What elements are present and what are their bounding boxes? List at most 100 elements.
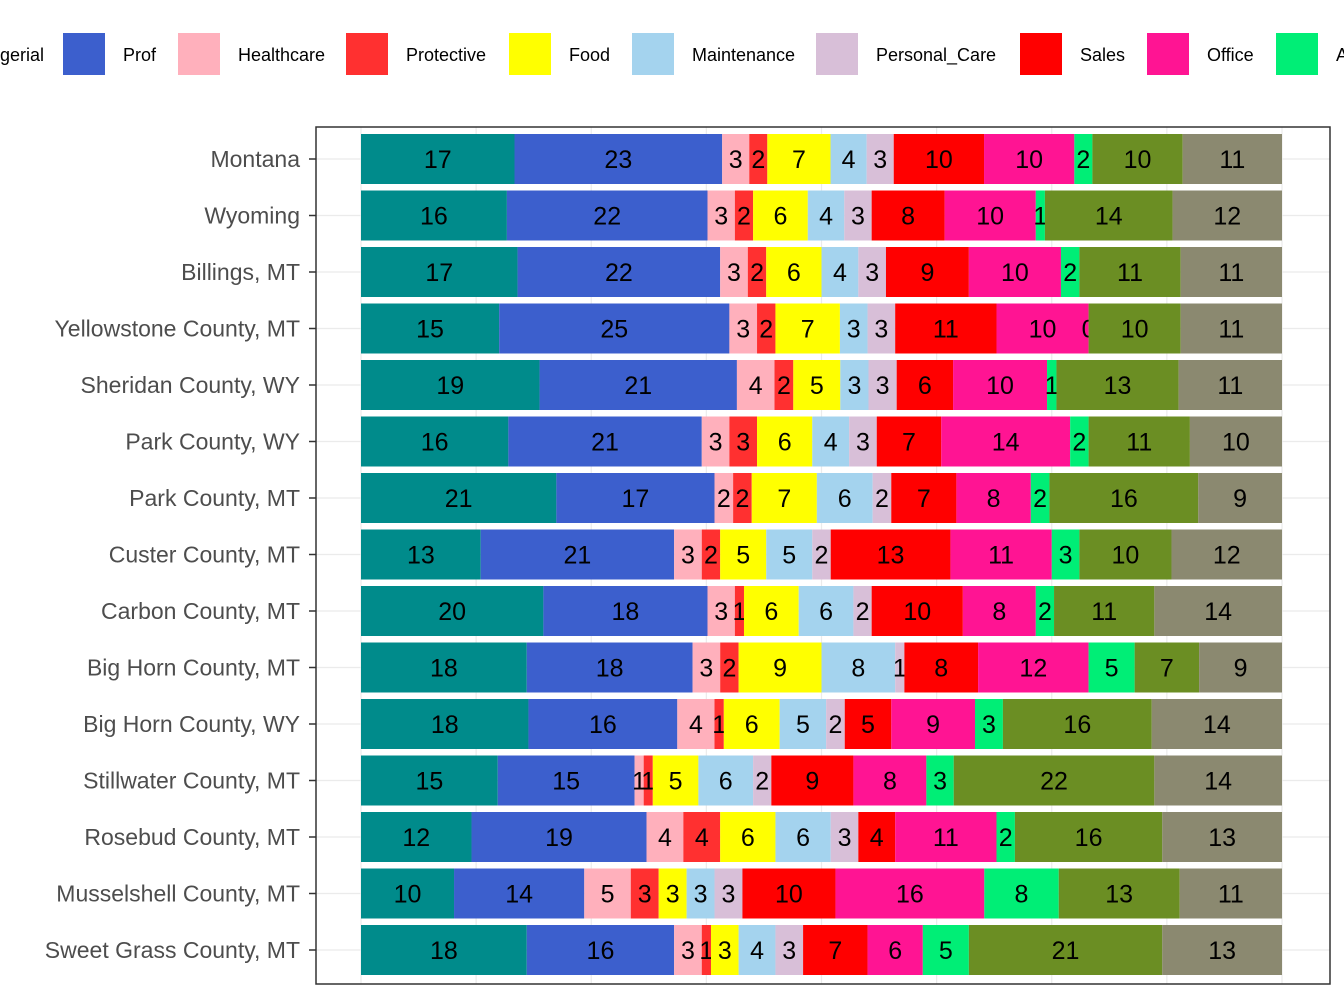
bar-segment [643, 755, 653, 806]
bar-segment [1151, 699, 1282, 749]
bar-segment [853, 586, 872, 636]
bar-segment [844, 190, 872, 241]
legend-key [509, 33, 551, 75]
data-label: 5 [1105, 655, 1119, 683]
data-label: 9 [1234, 655, 1248, 683]
data-label: 1 [893, 655, 907, 683]
data-label: 1 [641, 768, 655, 796]
data-label: 7 [902, 429, 916, 457]
legend-label: Office [1207, 45, 1254, 65]
bar-segment [975, 699, 1003, 749]
data-label: 3 [722, 881, 736, 909]
bar-segment [361, 868, 455, 919]
bar-segment [1030, 473, 1050, 523]
data-label: 13 [1208, 937, 1236, 965]
data-label: 16 [1063, 711, 1091, 739]
bar-segment [895, 812, 997, 862]
bar-segment [885, 247, 969, 297]
data-label: 4 [819, 203, 833, 231]
bar-segment [634, 755, 644, 806]
bar-segment [729, 303, 758, 354]
data-label: 6 [764, 598, 778, 626]
data-label: 2 [1033, 485, 1047, 513]
data-label: 4 [689, 711, 703, 739]
bar-segment [361, 925, 527, 975]
bar-segment [1088, 416, 1190, 467]
data-label: 3 [876, 372, 890, 400]
bar-segment [1092, 134, 1183, 184]
data-label: 14 [992, 429, 1020, 457]
bar-segment [701, 529, 721, 580]
data-label: 6 [778, 429, 792, 457]
data-label: 7 [917, 485, 931, 513]
bar-segment [775, 812, 831, 862]
y-tick-label: Park County, MT [129, 485, 300, 511]
bar-row: 19 21 4 2 5 3 3 6 10 1 13 11 [361, 360, 1282, 410]
data-label: 6 [888, 937, 902, 965]
data-label: 21 [564, 542, 592, 570]
bar-segment [1002, 699, 1152, 749]
bar-segment [1182, 134, 1282, 184]
data-label: 6 [741, 824, 755, 852]
data-label: 4 [658, 824, 672, 852]
bar-segment [1154, 586, 1282, 636]
bar-segment [361, 529, 481, 580]
data-label: 6 [796, 824, 810, 852]
bar-segment [1088, 303, 1181, 354]
data-label: 10 [1112, 542, 1140, 570]
data-label: 5 [810, 372, 824, 400]
bar-segment [868, 360, 897, 410]
data-label: 2 [875, 485, 889, 513]
bar-segment [984, 134, 1075, 184]
legend-item: Food [509, 33, 610, 75]
data-label: 13 [1105, 881, 1133, 909]
bar-segment [692, 642, 721, 693]
data-label: 2 [815, 542, 829, 570]
bar-segment [454, 868, 585, 919]
data-label: 21 [1052, 937, 1080, 965]
legend-item: A [1276, 33, 1344, 75]
data-label: 6 [745, 711, 759, 739]
bar-segment [962, 586, 1036, 636]
bar-segment [835, 868, 985, 919]
bar-segment [361, 812, 472, 862]
bar-segment [630, 868, 659, 919]
bar-segment [528, 699, 678, 749]
bar-segment [480, 529, 675, 580]
data-label: 16 [896, 881, 924, 909]
bar-segment [826, 699, 845, 749]
bar-segment [1079, 247, 1181, 297]
data-label: 11 [933, 316, 959, 344]
data-label: 1 [1033, 203, 1047, 231]
bar-segment [1180, 247, 1282, 297]
data-label: 10 [903, 598, 931, 626]
bar-segment [904, 642, 979, 693]
data-label: 3 [933, 768, 947, 796]
y-tick-label: Rosebud County, MT [84, 824, 300, 850]
data-label: 5 [939, 937, 953, 965]
bar-segment [891, 473, 957, 523]
bar-segment [747, 247, 767, 297]
data-label: 12 [402, 824, 430, 852]
bar-segment [807, 190, 845, 241]
bar-segment [753, 190, 808, 241]
data-label: 17 [424, 146, 452, 174]
bar-segment [821, 642, 896, 693]
bar-segment [1172, 190, 1282, 241]
data-label: 6 [787, 259, 801, 287]
bar-segment [736, 360, 775, 410]
bar-segment [767, 134, 831, 184]
legend-label: Maintenance [692, 45, 795, 65]
data-label: 11 [1117, 259, 1143, 287]
data-label: 10 [1222, 429, 1250, 457]
bar-segment [1035, 190, 1045, 241]
legend-item: gerial [0, 45, 44, 65]
data-label: 18 [612, 598, 640, 626]
bar-segment [766, 247, 822, 297]
data-label: 15 [416, 316, 444, 344]
bar-segment [506, 190, 708, 241]
data-label: 4 [833, 259, 847, 287]
data-label: 9 [926, 711, 940, 739]
bar-segment [701, 925, 711, 975]
bar-segment [686, 868, 715, 919]
